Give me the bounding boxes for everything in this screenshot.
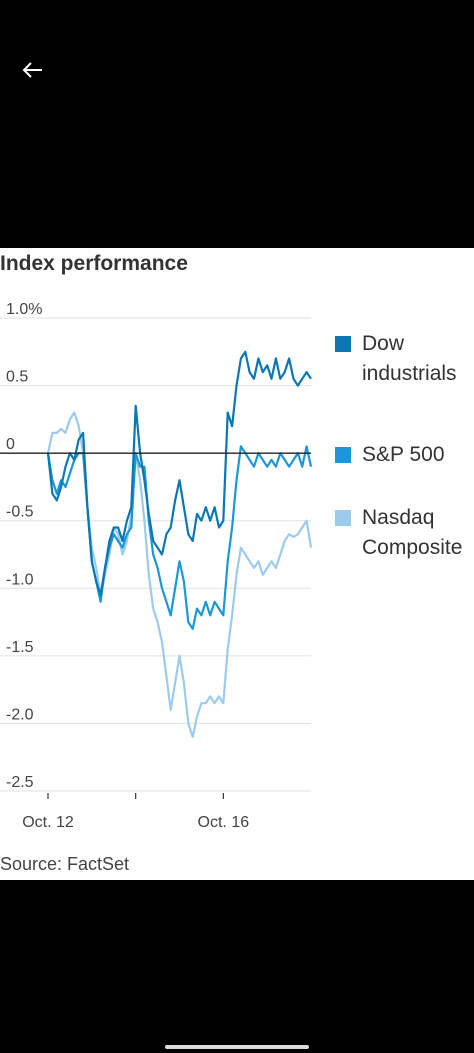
chart-card: Index performance 1.0% 0.5 0 -0.5 -1.0 -1.5 -2…: [0, 248, 474, 880]
arrow-left-icon[interactable]: [21, 61, 43, 84]
y-tick-label: 0.5: [6, 369, 28, 386]
legend-label-dow: industrials: [362, 362, 457, 385]
x-tick-label: Oct. 12: [22, 814, 74, 831]
legend-label-sp500: S&P 500: [362, 443, 445, 466]
legend-label-nasdaq: Nasdaq: [362, 506, 434, 529]
y-tick-label: -2.0: [6, 706, 34, 723]
source-note: Source: FactSet: [0, 854, 130, 874]
chart-title: Index performance: [0, 252, 188, 275]
y-tick-label: 1.0%: [6, 301, 42, 318]
line-chart: 1.0% 0.5 0 -0.5 -1.0 -1.5 -2.0 -2.5 Oct. 12 Oct. …: [0, 301, 462, 831]
home-indicator[interactable]: [165, 1045, 309, 1049]
legend-swatch-dow: [335, 336, 351, 352]
legend-label-dow: Dow: [362, 332, 405, 355]
legend-swatch-nasdaq: [335, 510, 351, 526]
series-line-nasdaq: [46, 411, 313, 738]
x-tick-label: Oct. 16: [198, 814, 250, 831]
y-tick-label: 0: [6, 436, 15, 453]
series-line-sp500: [46, 445, 313, 630]
y-tick-label: -1.5: [6, 639, 34, 656]
y-tick-label: -0.5: [6, 504, 34, 521]
y-tick-label: -2.5: [6, 774, 34, 791]
back-button[interactable]: [14, 56, 50, 88]
top-bar: [0, 0, 474, 248]
y-tick-label: -1.0: [6, 571, 34, 588]
legend-swatch-sp500: [335, 447, 351, 463]
legend-label-nasdaq: Composite: [362, 536, 462, 559]
bottom-bar: [0, 880, 474, 1053]
series-line-dow: [46, 350, 312, 597]
